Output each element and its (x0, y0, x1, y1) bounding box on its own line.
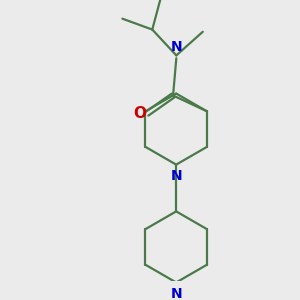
Text: N: N (170, 40, 182, 55)
Text: N: N (170, 287, 182, 300)
Text: O: O (133, 106, 146, 121)
Text: N: N (170, 169, 182, 183)
